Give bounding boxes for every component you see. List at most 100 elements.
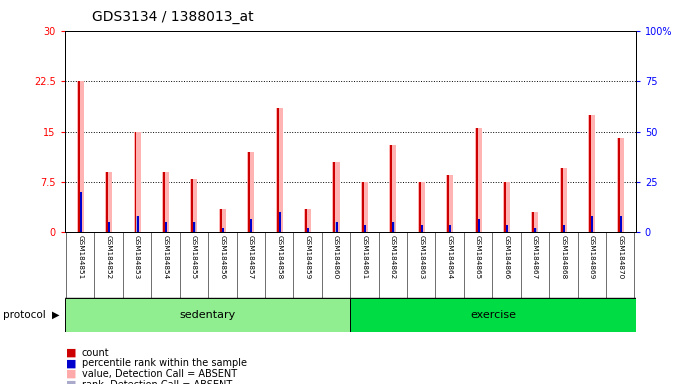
Text: GDS3134 / 1388013_at: GDS3134 / 1388013_at <box>92 10 254 23</box>
Bar <box>333 162 339 232</box>
Text: GSM184870: GSM184870 <box>617 235 623 279</box>
Bar <box>560 169 567 232</box>
Bar <box>562 225 565 232</box>
Text: ▶: ▶ <box>52 310 59 320</box>
Bar <box>133 131 141 232</box>
Bar <box>421 225 423 232</box>
Bar <box>78 192 82 232</box>
Bar <box>420 225 423 232</box>
Bar <box>563 225 565 232</box>
Bar <box>137 216 139 232</box>
Bar <box>364 225 366 232</box>
Bar <box>477 219 479 232</box>
Bar <box>361 182 368 232</box>
Bar <box>275 108 283 232</box>
Bar <box>475 128 477 232</box>
Bar <box>391 222 394 232</box>
Text: GSM184854: GSM184854 <box>163 235 169 279</box>
Bar <box>390 145 392 232</box>
Bar <box>135 216 139 232</box>
Bar <box>250 219 252 232</box>
Bar <box>475 128 481 232</box>
Bar <box>304 209 311 232</box>
Bar <box>362 225 366 232</box>
Bar <box>590 216 594 232</box>
Text: ■: ■ <box>66 348 76 358</box>
Bar <box>165 222 167 232</box>
Bar <box>191 179 193 232</box>
Bar <box>306 228 309 232</box>
Bar <box>135 131 137 232</box>
Bar <box>418 182 425 232</box>
Bar <box>619 216 622 232</box>
Text: exercise: exercise <box>470 310 516 320</box>
Bar <box>219 209 226 232</box>
Text: GSM184866: GSM184866 <box>503 235 509 279</box>
Bar <box>194 222 195 232</box>
Bar <box>592 216 594 232</box>
Bar <box>333 162 335 232</box>
Bar <box>389 145 396 232</box>
Bar <box>77 81 84 232</box>
Bar <box>162 172 169 232</box>
Bar <box>503 182 510 232</box>
Text: GSM184855: GSM184855 <box>191 235 197 279</box>
Bar <box>447 175 449 232</box>
Bar <box>504 182 506 232</box>
Text: rank, Detection Call = ABSENT: rank, Detection Call = ABSENT <box>82 380 232 384</box>
Bar <box>531 212 539 232</box>
Bar <box>107 222 110 232</box>
Bar <box>249 219 252 232</box>
Bar <box>164 222 167 232</box>
Bar <box>305 209 307 232</box>
Text: ■: ■ <box>66 369 76 379</box>
Bar <box>248 152 250 232</box>
Text: ■: ■ <box>66 380 76 384</box>
Text: value, Detection Call = ABSENT: value, Detection Call = ABSENT <box>82 369 237 379</box>
Bar <box>362 182 364 232</box>
Bar <box>619 216 622 232</box>
Bar <box>106 172 108 232</box>
Bar <box>80 192 82 232</box>
Text: percentile rank within the sample: percentile rank within the sample <box>82 358 247 368</box>
Text: GSM184863: GSM184863 <box>418 235 424 279</box>
Bar <box>419 182 421 232</box>
Bar <box>78 81 80 232</box>
Bar <box>392 222 394 232</box>
Bar <box>477 219 480 232</box>
Text: GSM184860: GSM184860 <box>333 235 339 279</box>
Bar <box>449 225 452 232</box>
Text: GSM184865: GSM184865 <box>475 235 481 279</box>
Text: GSM184869: GSM184869 <box>589 235 595 279</box>
Text: GSM184868: GSM184868 <box>560 235 566 279</box>
Bar <box>532 212 534 232</box>
Bar <box>65 298 350 332</box>
Bar <box>190 179 197 232</box>
Bar <box>534 228 537 232</box>
Text: GSM184862: GSM184862 <box>390 235 396 279</box>
Text: GSM184861: GSM184861 <box>361 235 367 279</box>
Text: sedentary: sedentary <box>180 310 235 320</box>
Bar <box>192 222 196 232</box>
Bar <box>617 138 624 232</box>
Bar <box>307 228 309 232</box>
Bar <box>561 169 563 232</box>
Bar <box>220 228 224 232</box>
Bar <box>163 172 165 232</box>
Text: ■: ■ <box>66 358 76 368</box>
Text: GSM184864: GSM184864 <box>447 235 453 279</box>
Bar <box>350 298 636 332</box>
Text: GSM184867: GSM184867 <box>532 235 538 279</box>
Bar <box>108 222 110 232</box>
Bar <box>335 222 337 232</box>
Text: GSM184851: GSM184851 <box>78 235 83 279</box>
Bar <box>277 108 279 232</box>
Text: GSM184859: GSM184859 <box>305 235 311 279</box>
Bar <box>222 228 224 232</box>
Text: count: count <box>82 348 109 358</box>
Text: GSM184852: GSM184852 <box>105 235 112 279</box>
Bar <box>589 115 591 232</box>
Bar <box>617 138 619 232</box>
Bar <box>506 225 508 232</box>
Bar <box>335 222 338 232</box>
